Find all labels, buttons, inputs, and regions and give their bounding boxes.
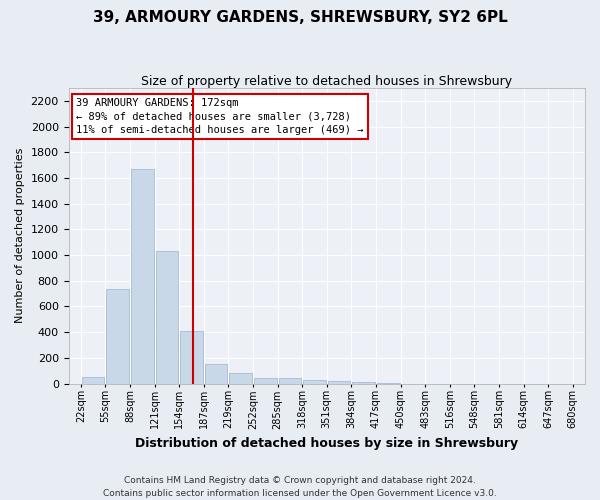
Bar <box>82 377 104 384</box>
Text: 39 ARMOURY GARDENS: 172sqm
← 89% of detached houses are smaller (3,728)
11% of s: 39 ARMOURY GARDENS: 172sqm ← 89% of deta… <box>76 98 364 134</box>
Bar <box>229 374 252 384</box>
Bar <box>328 382 350 384</box>
Text: Contains HM Land Registry data © Crown copyright and database right 2024.
Contai: Contains HM Land Registry data © Crown c… <box>103 476 497 498</box>
Bar <box>131 169 154 384</box>
Bar <box>106 288 129 384</box>
Bar <box>155 251 178 384</box>
Bar <box>303 380 326 384</box>
X-axis label: Distribution of detached houses by size in Shrewsbury: Distribution of detached houses by size … <box>135 437 518 450</box>
Bar <box>254 378 277 384</box>
Text: 39, ARMOURY GARDENS, SHREWSBURY, SY2 6PL: 39, ARMOURY GARDENS, SHREWSBURY, SY2 6PL <box>92 10 508 25</box>
Bar <box>278 378 301 384</box>
Bar <box>180 331 203 384</box>
Y-axis label: Number of detached properties: Number of detached properties <box>15 148 25 324</box>
Title: Size of property relative to detached houses in Shrewsbury: Size of property relative to detached ho… <box>141 75 512 88</box>
Bar <box>352 382 375 384</box>
Bar <box>205 364 227 384</box>
Bar <box>377 383 400 384</box>
